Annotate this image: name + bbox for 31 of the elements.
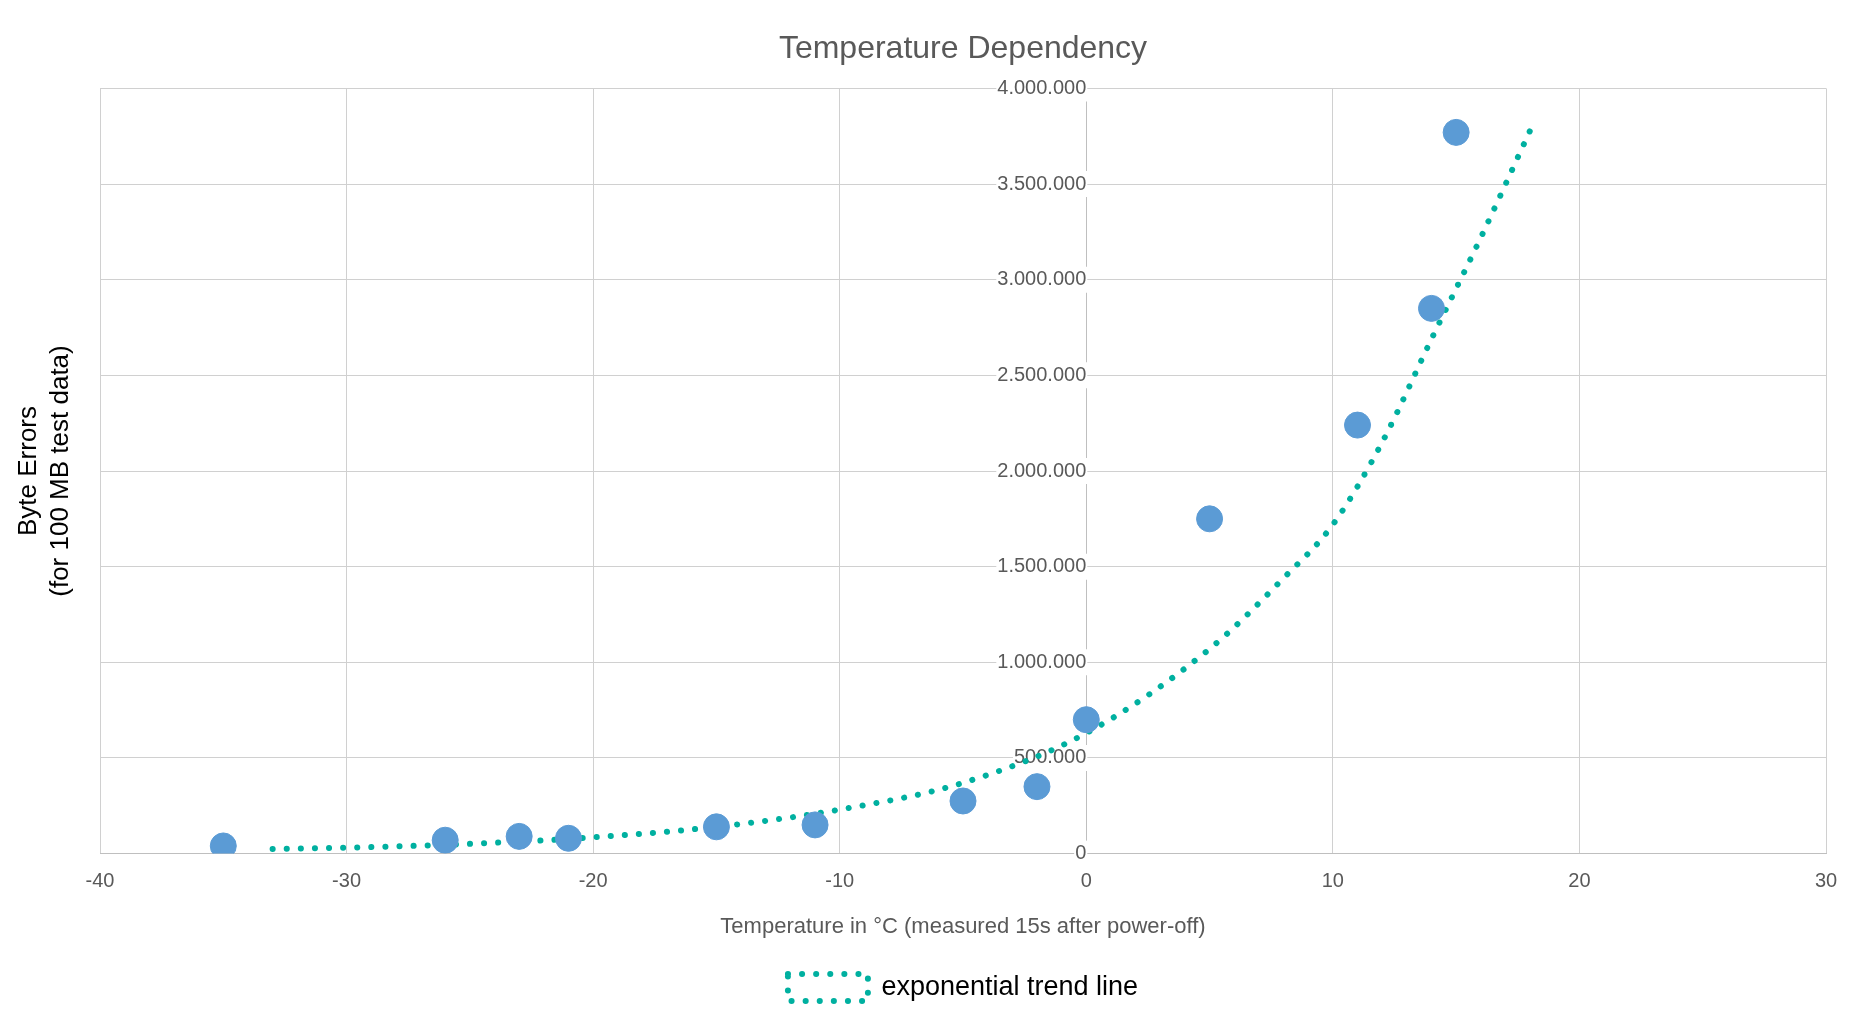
point <box>1417 294 1445 322</box>
x-tick-label: 20 <box>1568 869 1591 892</box>
y-tick-label: 4.000.000 <box>997 75 1087 98</box>
y-tick-label: 0 <box>1075 841 1087 864</box>
point <box>801 811 829 839</box>
x-axis-title: Temperature in °C (measured 15s after power-off) <box>720 912 1206 938</box>
chart-title: Temperature Dependency <box>778 29 1148 66</box>
y-tick-label: 1.000.000 <box>997 649 1087 672</box>
point <box>702 813 730 841</box>
point <box>1023 773 1051 801</box>
x-tick-label: -10 <box>825 869 855 892</box>
y-tick-label: 3.500.000 <box>997 171 1087 194</box>
point <box>431 826 459 854</box>
x-tick-label: -40 <box>85 869 115 892</box>
legend-label: exponential trend line <box>881 970 1139 1001</box>
x-tick-label: -20 <box>578 869 608 892</box>
y-tick-label: 2.000.000 <box>997 458 1087 481</box>
y-tick-label: 2.500.000 <box>997 362 1087 385</box>
y-tick-label: 3.000.000 <box>997 267 1087 290</box>
point <box>1442 118 1470 146</box>
y-axis-title: Byte Errors (for 100 MB test data) <box>12 345 75 597</box>
x-tick-label: 30 <box>1814 869 1838 892</box>
x-tick-label: -30 <box>332 869 362 892</box>
y-tick-label: 1.500.000 <box>997 554 1087 577</box>
point <box>949 787 977 815</box>
point <box>505 822 533 850</box>
point <box>1344 411 1372 439</box>
point <box>1196 505 1224 533</box>
point <box>554 824 582 852</box>
point <box>1072 706 1100 734</box>
x-tick-label: 10 <box>1321 869 1344 892</box>
